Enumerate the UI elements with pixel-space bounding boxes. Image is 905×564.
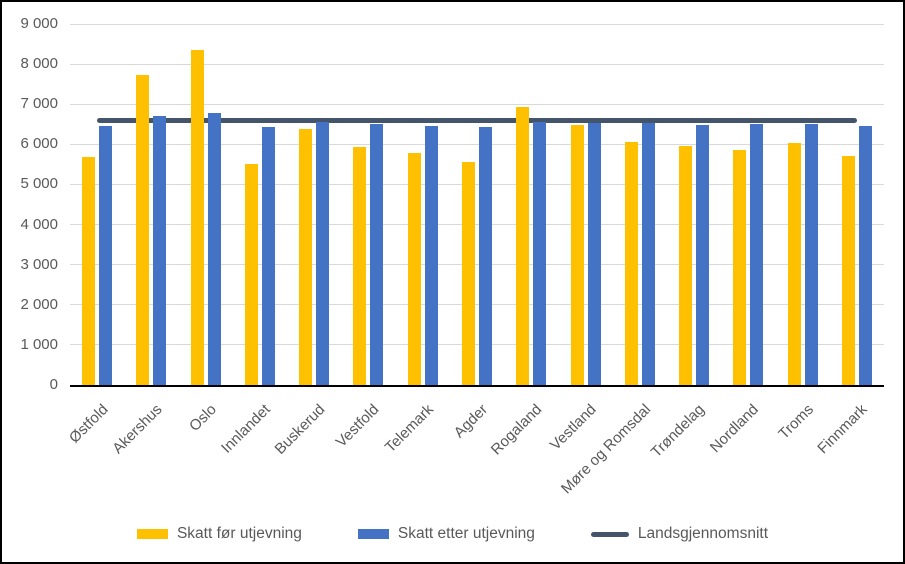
bar-series0-Møre og Romsdal (625, 141, 638, 385)
bar-series1-Troms (805, 124, 818, 385)
x-axis-label: Agder (450, 401, 492, 442)
average-reference-line (97, 117, 857, 123)
bar-series0-Innlandet (245, 164, 258, 385)
bar-series1-Nordland (750, 124, 763, 385)
legend-item-skatt-etter-utjevning: Skatt etter utjevning (357, 525, 535, 543)
gridline (70, 23, 884, 25)
legend-swatch-average-line (590, 531, 629, 537)
legend-label: Skatt før utjevning (176, 525, 302, 542)
x-axis-label: Finnmark (814, 401, 871, 458)
gridline (70, 63, 884, 65)
legend-item-skatt-foer-utjevning: Skatt før utjevning (136, 525, 302, 543)
bar-series0-Agder (462, 161, 475, 385)
bar-series1-Vestland (588, 122, 601, 385)
gridline (70, 304, 884, 306)
legend-label: Landsgjennomsnitt (637, 525, 769, 542)
y-tick-label: 1 000 (20, 335, 58, 353)
y-tick-label: 9 000 (20, 15, 58, 32)
legend: Skatt før utjevning Skatt etter utjevnin… (2, 525, 903, 543)
x-axis-label: Rogaland (487, 401, 546, 459)
bar-series0-Buskerud (299, 129, 312, 385)
y-tick-label: 4 000 (20, 215, 58, 233)
legend-label: Skatt etter utjevning (397, 525, 535, 542)
y-tick-label: 7 000 (20, 95, 58, 113)
bar-series0-Trøndelag (679, 145, 692, 385)
y-tick-label: 3 000 (20, 255, 58, 273)
legend-swatch-yellow-bar (136, 529, 168, 539)
gridline (70, 143, 884, 145)
bar-series1-Telemark (425, 125, 438, 385)
legend-item-landsgjennomsnitt: Landsgjennomsnitt (590, 525, 769, 543)
x-axis-label: Akershus (109, 401, 166, 458)
bar-series1-Akershus (153, 116, 166, 385)
bar-series0-Akershus (136, 74, 149, 385)
x-axis-label: Innlandet (218, 401, 274, 457)
bar-series1-Oslo (208, 113, 221, 385)
gridline (70, 264, 884, 266)
bar-series1-Agder (479, 126, 492, 385)
bar-series1-Østfold (99, 126, 112, 385)
y-tick-label: 5 000 (20, 175, 58, 193)
bar-series0-Troms (788, 143, 801, 385)
x-axis-label: Oslo (185, 401, 220, 435)
bar-series0-Rogaland (516, 106, 529, 385)
bar-series0-Vestland (571, 124, 584, 385)
gridline (70, 344, 884, 346)
y-tick-label: 2 000 (20, 295, 58, 313)
gridline (70, 183, 884, 185)
bar-series1-Vestfold (370, 124, 383, 385)
x-axis-line (70, 385, 884, 387)
bar-series1-Innlandet (262, 127, 275, 385)
bar-series0-Vestfold (353, 147, 366, 385)
bar-series0-Nordland (733, 149, 746, 385)
x-axis-label: Østfold (65, 401, 112, 447)
plot-area (70, 23, 884, 387)
bar-series0-Østfold (82, 157, 95, 385)
x-axis-label: Trøndelag (648, 401, 709, 461)
gridline (70, 103, 884, 105)
x-axis-label: Telemark (381, 401, 437, 457)
bar-series1-Buskerud (316, 121, 329, 385)
x-axis: Østfold Akershus Oslo Innlandet Buskerud Vest… (66, 393, 884, 503)
y-tick-label: 8 000 (20, 55, 58, 73)
x-axis-label: Vestfold (332, 401, 383, 451)
x-axis-label: Buskerud (271, 401, 329, 458)
y-axis: 0 1 000 2 000 3 000 4 000 5 000 6 000 7 000 8 00… (2, 15, 58, 393)
bar-series1-Rogaland (533, 122, 546, 385)
bar-series0-Finnmark (842, 156, 855, 385)
x-axis-label: Troms (774, 401, 817, 443)
y-tick-label: 0 (49, 376, 58, 393)
bar-series1-Finnmark (859, 125, 872, 385)
legend-swatch-blue-bar (357, 529, 389, 539)
bar-series0-Telemark (408, 152, 421, 385)
x-axis-label: Vestland (546, 401, 600, 454)
y-tick-label: 6 000 (20, 135, 58, 153)
bar-series1-Møre og Romsdal (642, 123, 655, 385)
bar-series0-Oslo (191, 50, 204, 385)
x-axis-label: Nordland (707, 401, 763, 457)
bar-series1-Trøndelag (696, 124, 709, 385)
gridline (70, 224, 884, 226)
